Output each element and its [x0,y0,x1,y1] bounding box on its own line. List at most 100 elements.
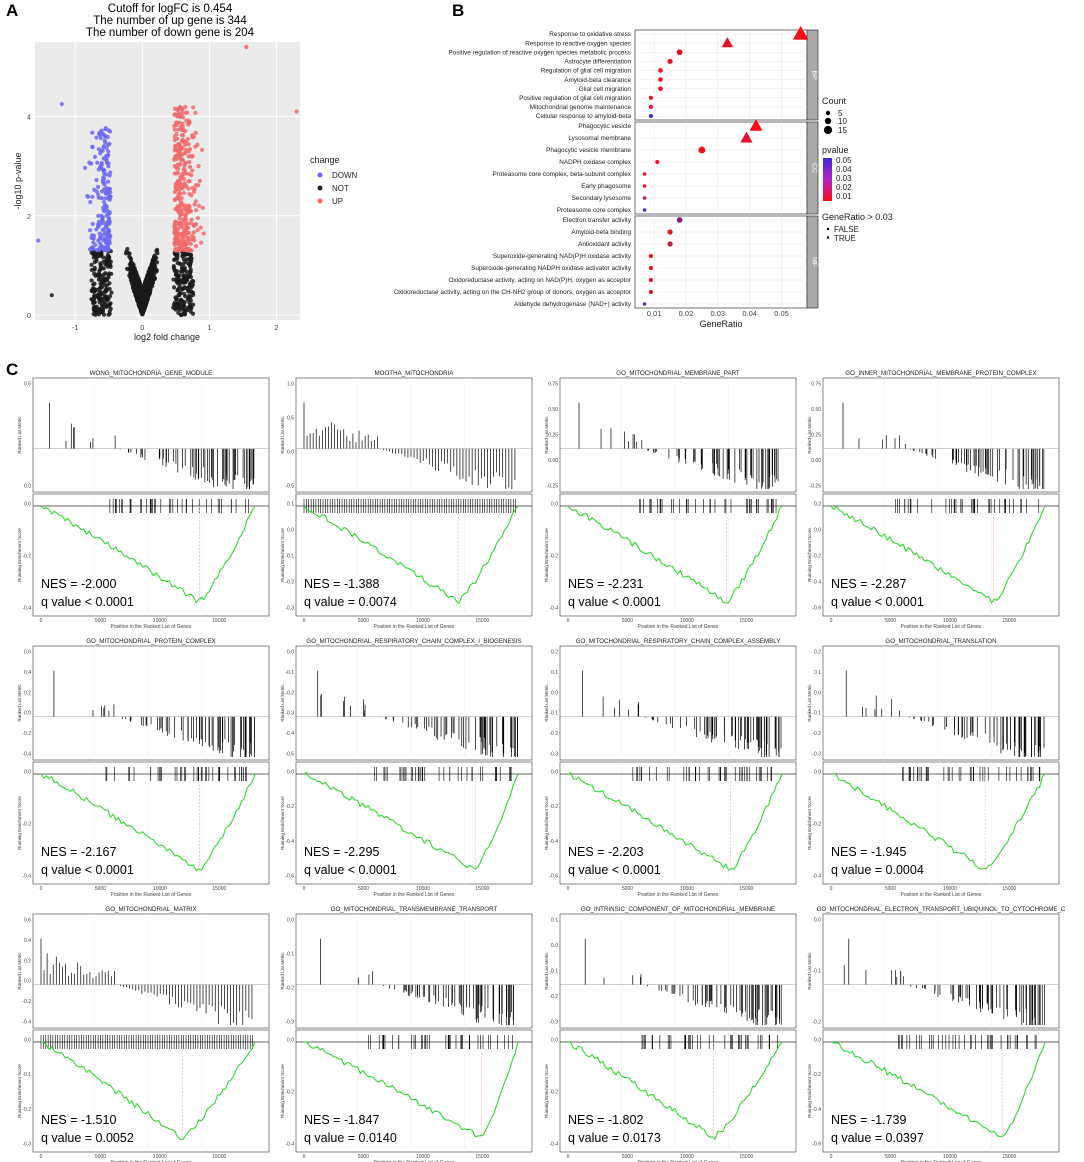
gsea-y-label-bottom: Running Enrichment Score [807,528,812,582]
volcano-point-down [97,132,103,137]
ranked-y-tick: -0.2 [22,731,31,737]
dot-marker-circle [658,68,663,73]
volcano-point-up [180,217,185,222]
volcano-point-not [134,272,139,277]
gsea-x-label: Position in the Ranked List of Genes [111,1160,192,1162]
volcano-point-down [98,148,104,153]
enrichment-y-tick: -0.1 [285,554,294,560]
enrichment-y-tick: -0.1 [22,1072,31,1078]
volcano-point-not [173,272,179,277]
volcano-point-not [89,278,94,283]
enrichment-y-tick: 0.0 [551,502,558,508]
gsea-x-tick: 5000 [885,1154,896,1160]
facet-bp: BP Response to oxidative stress Response t… [448,25,819,121]
volcano-point-down [108,129,113,134]
pvalue-tick-0.04: 0.04 [836,165,852,174]
gsea-y-label-bottom: Running Enrichment Score [807,796,812,850]
volcano-point-up [185,230,190,236]
gsea-x-label: Position in the Ranked List of Genes [374,892,455,898]
volcano-point-down [36,238,41,243]
volcano-point-not [149,271,154,276]
volcano-point-not [185,251,191,256]
volcano-point-up [193,243,199,249]
volcano-point-down [88,228,93,233]
ranked-y-tick: 0.2 [814,650,821,656]
ranked-y-tick: 0.5 [24,382,31,388]
gsea-x-tick: 10000 [153,886,167,892]
volcano-point-down [90,130,95,135]
gsea-x-tick: 0 [303,886,306,892]
volcano-point-not [181,311,186,316]
volcano-point-up [176,227,181,232]
facet-strip [806,121,819,215]
volcano-point-not [186,296,192,301]
volcano-point-not [141,306,147,311]
term-label: Amyloid-beta binding [571,229,631,236]
ranked-y-tick: 0.50 [548,407,558,413]
enrichment-y-tick: -0.2 [812,1072,821,1078]
volcano-point-down [92,154,98,159]
dot-marker-circle [667,241,673,247]
nes-value: NES = -1.739 [831,1113,906,1127]
gsea-panel: WONG_MITOCHONDRIA_GENE_MODULE 0.0 0.5 -0.4 -… [17,370,270,630]
enrichment-y-tick: 0.2 [814,502,821,508]
volcano-point-not [91,282,96,287]
volcano-point-up [187,160,192,165]
q-value: q value = 0.0397 [831,1131,924,1145]
volcano-point-up [180,174,185,179]
volcano-point-not [109,290,114,295]
volcano-point-not [130,269,135,274]
running-score-line [40,773,256,872]
volcano-point-up [200,205,205,210]
gsea-x-tick: 5000 [358,886,369,892]
enrichment-y-tick: 0.0 [24,770,31,776]
volcano-point-not [103,262,108,267]
enrichment-y-tick: 0.0 [551,1038,558,1044]
q-value: q value < 0.0001 [41,595,134,609]
term-label: Response to oxidative stress [549,31,631,38]
ranked-y-tick: 0.75 [548,382,558,388]
enrichment-y-tick: -0.2 [549,554,558,560]
term-label: Oxidoreductase activity, acting on NAD(P… [449,277,632,284]
enrichment-y-tick: -0.2 [549,804,558,810]
dotplot-x-tick: 0.01 [647,309,662,318]
dot-marker-circle [648,277,653,283]
ranked-y-tick: 0.0 [551,943,558,949]
term-label: Superoxide-generating NADPH oxidase acti… [471,265,632,272]
volcano-y-ticks: 0 2 4 [27,112,31,320]
volcano-point-up [187,164,193,170]
volcano-point-up [177,148,182,153]
volcano-point-not [145,274,150,279]
legend-pvalue-title: pvalue [822,145,849,155]
volcano-point-not [187,300,192,305]
volcano-point-not [101,266,106,271]
dot-marker-circle [648,113,653,119]
ranked-y-tick: 0.0 [287,918,294,924]
volcano-point-up [193,110,198,115]
volcano-point-down [97,236,102,241]
dot-marker-circle [658,77,663,82]
dot-marker-circle [658,86,663,91]
ranked-y-tick: -0.2 [549,731,558,737]
volcano-point-not [184,269,189,274]
gsea-panel: GO_MITOCHONDRIAL_MATRIX -0.4 -0.2 0.0 0.2 0.4… [17,906,270,1162]
dotplot-x-label: GeneRatio [699,319,742,329]
ranked-metric-panel [32,913,270,1029]
gsea-panel: GO_MITOCHONDRIAL_ELECTRON_TRANSPORT_UBIQ… [807,906,1066,1162]
nes-value: NES = -2.203 [568,845,643,859]
volcano-point-not [151,259,156,264]
gsea-x-label: Position in the Ranked List of Genes [901,1160,982,1162]
running-score-line [40,505,256,604]
facet-strip [806,29,819,121]
volcano-point-not [105,287,110,292]
volcano-point-up [177,162,182,167]
panel-label-b: B [452,1,464,20]
volcano-point-down [101,232,106,237]
ranked-y-tick: 0.2 [551,650,558,656]
ranked-metric-panel [32,645,270,761]
dot-marker-circle [642,302,647,306]
gsea-y-label-top: Ranked List Metric [17,684,22,722]
volcano-point-up [190,153,195,159]
volcano-point-down [106,216,112,221]
